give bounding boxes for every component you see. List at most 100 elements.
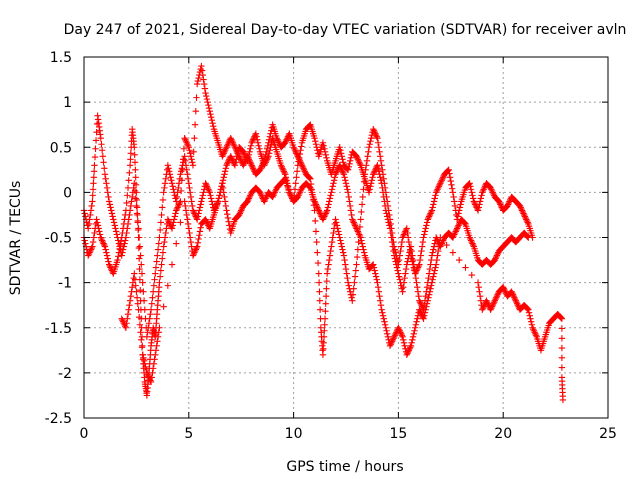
data-point (323, 270, 331, 277)
data-point (356, 231, 363, 238)
data-point (253, 133, 260, 140)
data-point (162, 175, 169, 183)
data-point (350, 219, 357, 226)
data-point (416, 297, 423, 304)
data-point (91, 162, 98, 169)
data-point (321, 148, 329, 155)
data-point (247, 160, 255, 167)
data-point (375, 288, 383, 295)
data-point (179, 166, 186, 174)
data-point (201, 85, 209, 92)
data-point (290, 144, 297, 151)
data-point (330, 180, 337, 187)
data-point (247, 145, 254, 152)
data-point (322, 210, 329, 217)
data-point (467, 183, 474, 190)
data-point (164, 216, 172, 223)
data-point (491, 297, 499, 304)
y-tick-label: 1.5 (50, 50, 72, 66)
data-point (421, 231, 428, 238)
data-point (487, 184, 494, 192)
data-point (324, 204, 332, 211)
data-point (154, 338, 161, 345)
data-point (162, 229, 169, 237)
data-point (138, 333, 146, 340)
data-point (151, 356, 158, 363)
data-point (411, 327, 418, 334)
data-point (100, 159, 107, 166)
data-point (365, 148, 372, 155)
data-point (188, 243, 195, 250)
data-point (432, 189, 440, 196)
data-point (408, 255, 415, 262)
data-point (257, 165, 264, 172)
y-tick-label: -1 (58, 276, 72, 292)
data-point (321, 145, 328, 152)
data-point (306, 174, 313, 182)
data-point (161, 238, 168, 246)
data-point (451, 202, 459, 210)
data-point (425, 294, 432, 301)
data-point (421, 312, 428, 319)
data-point (450, 232, 457, 240)
series-C (118, 162, 567, 404)
data-point (119, 318, 127, 325)
data-point (527, 318, 535, 325)
data-point (400, 232, 407, 240)
data-point (159, 255, 166, 262)
data-point (479, 304, 487, 312)
data-point (394, 267, 401, 274)
data-point (94, 219, 101, 226)
data-point (460, 219, 468, 226)
data-point (153, 342, 160, 349)
data-point (291, 145, 298, 152)
data-point (322, 308, 329, 315)
data-point (380, 175, 387, 183)
data-point (265, 139, 272, 146)
data-point (249, 138, 256, 145)
data-point (207, 195, 215, 202)
data-point (193, 214, 200, 222)
data-point (371, 129, 378, 136)
data-point (353, 225, 360, 232)
data-point (165, 217, 172, 225)
data-point (500, 285, 508, 292)
data-point (435, 183, 443, 190)
data-point (159, 249, 167, 256)
data-point (306, 183, 313, 191)
data-point (131, 159, 139, 166)
data-point (321, 211, 329, 219)
y-tick-label: 0.5 (50, 140, 72, 156)
data-point (119, 229, 126, 237)
data-point (370, 169, 378, 177)
data-point (137, 252, 144, 259)
data-point (525, 306, 532, 313)
data-point (505, 199, 512, 207)
data-point (203, 217, 210, 225)
data-point (277, 162, 285, 169)
data-point (355, 157, 362, 164)
data-point (223, 162, 230, 169)
data-point (558, 354, 566, 362)
data-point (353, 253, 361, 261)
data-point (329, 234, 336, 241)
data-point (186, 150, 194, 157)
data-point (101, 241, 108, 249)
data-point (357, 234, 364, 241)
data-point (400, 339, 408, 346)
data-point (169, 222, 176, 229)
data-point (306, 122, 313, 129)
data-point (333, 168, 341, 175)
data-point (104, 255, 111, 262)
data-point (375, 168, 383, 175)
data-point (370, 264, 378, 271)
data-point (193, 80, 201, 88)
data-point (159, 204, 166, 211)
data-point (454, 223, 461, 231)
data-point (261, 154, 269, 161)
data-point (269, 193, 276, 201)
data-point (372, 166, 379, 174)
data-point (419, 314, 427, 321)
data-point (399, 333, 406, 340)
